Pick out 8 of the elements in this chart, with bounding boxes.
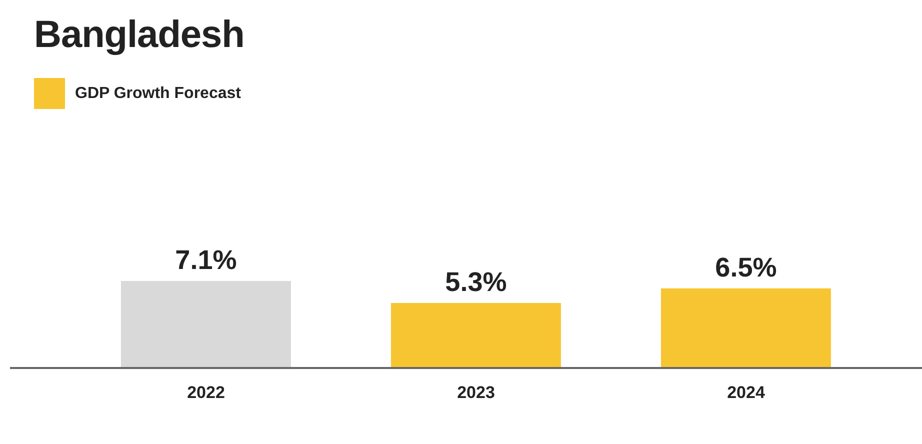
chart-title: Bangladesh — [34, 14, 244, 57]
x-tick-label: 2024 — [727, 383, 766, 402]
data-label: 7.1% — [175, 245, 237, 275]
data-label: 5.3% — [445, 267, 507, 298]
x-tick-label: 2022 — [187, 383, 225, 402]
x-tick-label: 2023 — [457, 383, 495, 402]
legend-label: GDP Growth Forecast — [75, 84, 241, 102]
data-label: 6.5% — [715, 252, 777, 282]
